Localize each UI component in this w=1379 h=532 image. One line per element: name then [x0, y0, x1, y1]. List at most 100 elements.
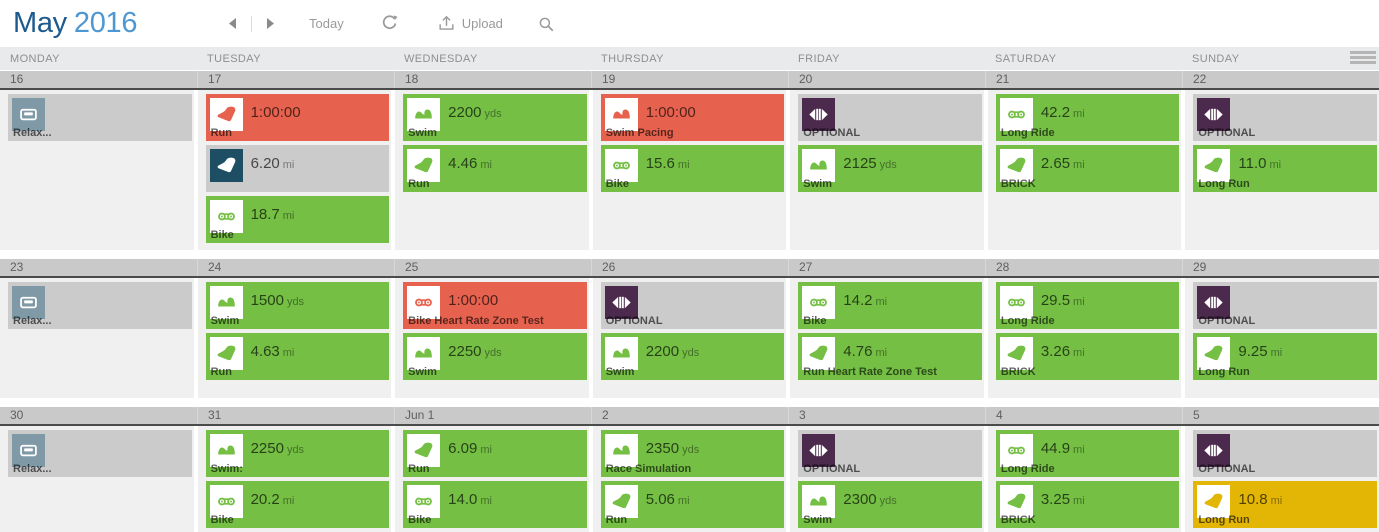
refresh-button[interactable]: [380, 14, 399, 33]
day-cell[interactable]: 1:00:00 Swim Pacing 15.6 mi Bike: [592, 90, 787, 250]
workout-card[interactable]: Relax...: [8, 94, 192, 141]
date-label[interactable]: 5: [1182, 407, 1379, 424]
upload-button[interactable]: Upload: [437, 14, 503, 33]
workout-card[interactable]: 1:00:00 Swim Pacing: [600, 94, 785, 141]
workout-card[interactable]: Relax...: [8, 282, 192, 329]
workout-unit: mi: [480, 495, 492, 507]
prev-month-button[interactable]: [228, 17, 237, 30]
date-label[interactable]: 22: [1182, 71, 1379, 88]
workout-value: 5.06 mi: [645, 491, 690, 508]
workout-card[interactable]: 3.26 mi BRICK: [995, 333, 1180, 380]
workout-card[interactable]: 2250 yds Swim:: [205, 430, 390, 477]
day-cell[interactable]: 2250 yds Swim: 20.2 mi Bike: [197, 426, 392, 532]
workout-card[interactable]: OPTIONAL: [1193, 94, 1377, 141]
day-cell[interactable]: OPTIONAL 2300 yds Swim: [790, 426, 984, 532]
workout-card[interactable]: 4.63 mi Run: [205, 333, 390, 380]
workout-card[interactable]: 20.2 mi Bike: [205, 481, 390, 528]
workout-card[interactable]: 2200 yds Swim: [403, 94, 587, 141]
workout-card[interactable]: 1:00:00 Run: [205, 94, 390, 141]
workout-card[interactable]: 4.46 mi Run: [403, 145, 587, 192]
workout-label: Bike Heart Rate Zone Test: [408, 315, 544, 327]
date-label[interactable]: 29: [1182, 259, 1379, 276]
search-icon: [539, 17, 554, 31]
date-label[interactable]: 31: [197, 407, 394, 424]
date-label[interactable]: 18: [394, 71, 591, 88]
date-label[interactable]: 4: [985, 407, 1182, 424]
date-label[interactable]: 26: [591, 259, 788, 276]
day-cell[interactable]: 42.2 mi Long Ride 2.65 mi BRICK: [987, 90, 1182, 250]
workout-card[interactable]: 2200 yds Swim: [600, 333, 785, 380]
workout-card[interactable]: 5.06 mi Run: [600, 481, 785, 528]
day-cell[interactable]: Relax...: [0, 90, 194, 250]
workout-card[interactable]: 11.0 mi Long Run: [1193, 145, 1377, 192]
workout-card[interactable]: 2300 yds Swim: [798, 481, 982, 528]
menu-icon[interactable]: [1350, 51, 1376, 66]
workout-card[interactable]: 15.6 mi Bike: [600, 145, 785, 192]
date-label[interactable]: 25: [394, 259, 591, 276]
day-cell[interactable]: 1:00:00 Run 6.20 mi 18.7 mi Bike: [197, 90, 392, 250]
workout-card[interactable]: 6.09 mi Run: [403, 430, 587, 477]
workout-card[interactable]: 9.25 mi Long Run: [1193, 333, 1377, 380]
day-cell[interactable]: 2200 yds Swim 4.46 mi Run: [395, 90, 589, 250]
today-button[interactable]: Today: [309, 16, 344, 31]
workout-card[interactable]: 2125 yds Swim: [798, 145, 982, 192]
date-label[interactable]: 16: [10, 72, 24, 86]
date-label[interactable]: 24: [197, 259, 394, 276]
workout-card[interactable]: 14.0 mi Bike: [403, 481, 587, 528]
workout-card[interactable]: 4.76 mi Run Heart Rate Zone Test: [798, 333, 982, 380]
upload-label: Upload: [461, 16, 503, 31]
search-button[interactable]: [537, 15, 555, 33]
next-month-button[interactable]: [266, 17, 275, 30]
date-label[interactable]: 28: [985, 259, 1182, 276]
day-cell[interactable]: 2350 yds Race Simulation 5.06 mi Run: [592, 426, 787, 532]
month-title: May: [13, 7, 67, 39]
date-label[interactable]: Jun 1: [394, 407, 591, 424]
strength-icon: [802, 434, 836, 467]
workout-card[interactable]: 1:00:00 Bike Heart Rate Zone Test: [403, 282, 587, 329]
workout-value: 11.0 mi: [1238, 155, 1282, 172]
calendar-grid: 16 17 18 19 20 21 22 Relax... 1:00:00 Run 6.20 mi 18…: [0, 70, 1379, 532]
day-cell[interactable]: 14.2 mi Bike 4.76 mi Run Heart Rate Zone Test: [790, 278, 984, 398]
day-cell[interactable]: 1:00:00 Bike Heart Rate Zone Test 2250 yds S…: [395, 278, 589, 398]
date-label[interactable]: 17: [197, 71, 394, 88]
date-label[interactable]: 19: [591, 71, 788, 88]
workout-card[interactable]: 2350 yds Race Simulation: [600, 430, 785, 477]
date-label[interactable]: 3: [788, 407, 985, 424]
date-label[interactable]: 2: [591, 407, 788, 424]
day-cell[interactable]: Relax...: [0, 426, 194, 532]
day-cell[interactable]: 29.5 mi Long Ride 3.26 mi BRICK: [987, 278, 1182, 398]
workout-card[interactable]: 1500 yds Swim: [205, 282, 390, 329]
workout-label: OPTIONAL: [1198, 463, 1256, 475]
day-cell[interactable]: 1500 yds Swim 4.63 mi Run: [197, 278, 392, 398]
date-label[interactable]: 23: [10, 260, 24, 274]
workout-label: Long Ride: [1000, 315, 1055, 327]
workout-card[interactable]: 6.20 mi: [205, 145, 390, 192]
day-cell[interactable]: OPTIONAL 2125 yds Swim: [790, 90, 984, 250]
workout-card[interactable]: 3.25 mi BRICK: [995, 481, 1180, 528]
workout-card[interactable]: OPTIONAL: [600, 282, 785, 329]
workout-card[interactable]: OPTIONAL: [1193, 282, 1377, 329]
day-cell[interactable]: 6.09 mi Run 14.0 mi Bike: [395, 426, 589, 532]
workout-card[interactable]: OPTIONAL: [798, 430, 982, 477]
date-label[interactable]: 21: [985, 71, 1182, 88]
workout-card[interactable]: 2.65 mi BRICK: [995, 145, 1180, 192]
date-label[interactable]: 30: [10, 408, 24, 422]
workout-card[interactable]: 44.9 mi Long Ride: [995, 430, 1180, 477]
workout-card[interactable]: 2250 yds Swim: [403, 333, 587, 380]
workout-card[interactable]: 18.7 mi Bike: [205, 196, 390, 243]
workout-card[interactable]: 10.8 mi Long Run: [1193, 481, 1377, 528]
date-label[interactable]: 27: [788, 259, 985, 276]
workout-card[interactable]: OPTIONAL: [1193, 430, 1377, 477]
day-cell[interactable]: OPTIONAL 2200 yds Swim: [592, 278, 787, 398]
day-cell[interactable]: OPTIONAL 9.25 mi Long Run: [1185, 278, 1379, 398]
day-cell[interactable]: OPTIONAL 11.0 mi Long Run: [1185, 90, 1379, 250]
workout-card[interactable]: 14.2 mi Bike: [798, 282, 982, 329]
day-cell[interactable]: 44.9 mi Long Ride 3.25 mi BRICK: [987, 426, 1182, 532]
date-label[interactable]: 20: [788, 71, 985, 88]
workout-card[interactable]: 42.2 mi Long Ride: [995, 94, 1180, 141]
day-cell[interactable]: OPTIONAL 10.8 mi Long Run: [1185, 426, 1379, 532]
workout-card[interactable]: OPTIONAL: [798, 94, 982, 141]
workout-card[interactable]: 29.5 mi Long Ride: [995, 282, 1180, 329]
day-cell[interactable]: Relax...: [0, 278, 194, 398]
workout-card[interactable]: Relax...: [8, 430, 192, 477]
